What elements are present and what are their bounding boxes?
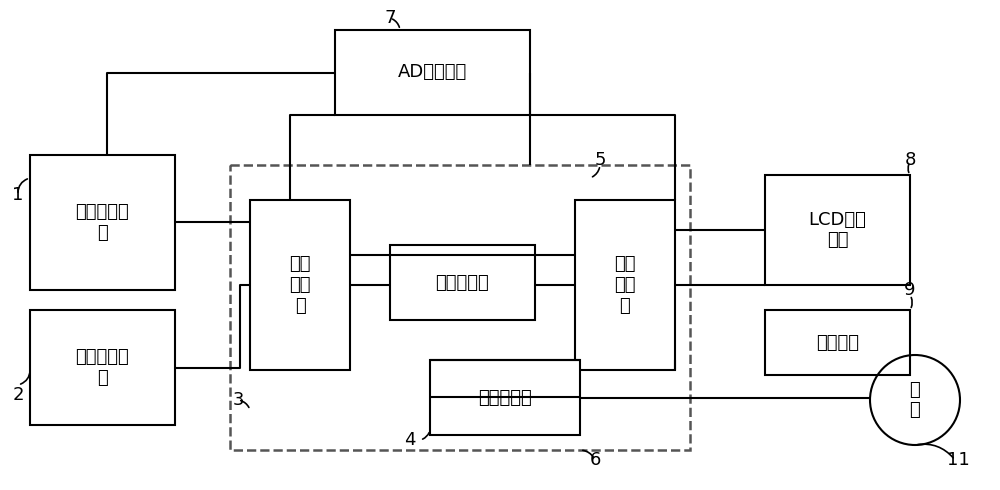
Text: 11: 11: [947, 451, 969, 469]
Text: 3: 3: [232, 391, 244, 409]
Text: AD采集模块: AD采集模块: [398, 64, 467, 81]
Text: 6: 6: [589, 451, 601, 469]
Text: 5: 5: [594, 151, 606, 169]
Text: 第一存储器: 第一存储器: [436, 273, 489, 292]
Text: 4: 4: [404, 431, 416, 449]
Text: 2: 2: [12, 386, 24, 404]
Text: 半导体探测
器: 半导体探测 器: [76, 203, 129, 242]
Text: 第二存储器: 第二存储器: [478, 389, 532, 407]
Text: 8: 8: [904, 151, 916, 169]
Text: 电
源: 电 源: [910, 381, 920, 419]
Text: LCD显示
单元: LCD显示 单元: [809, 211, 866, 249]
Bar: [230, 165, 690, 450]
Text: 脉冲整形电
路: 脉冲整形电 路: [76, 348, 129, 387]
Text: 通讯接口: 通讯接口: [816, 334, 859, 351]
Text: 9: 9: [904, 281, 916, 299]
Text: 第二
处理
器: 第二 处理 器: [614, 255, 636, 315]
Bar: [250, 200, 350, 370]
Bar: [390, 245, 535, 320]
Bar: [30, 310, 175, 425]
Text: 1: 1: [12, 186, 24, 204]
Bar: [575, 200, 675, 370]
Bar: [30, 155, 175, 290]
Bar: [335, 30, 530, 115]
Bar: [765, 310, 910, 375]
Text: 第一
处理
器: 第一 处理 器: [289, 255, 311, 315]
Bar: [765, 175, 910, 285]
Text: 7: 7: [384, 9, 396, 27]
Bar: [430, 360, 580, 435]
